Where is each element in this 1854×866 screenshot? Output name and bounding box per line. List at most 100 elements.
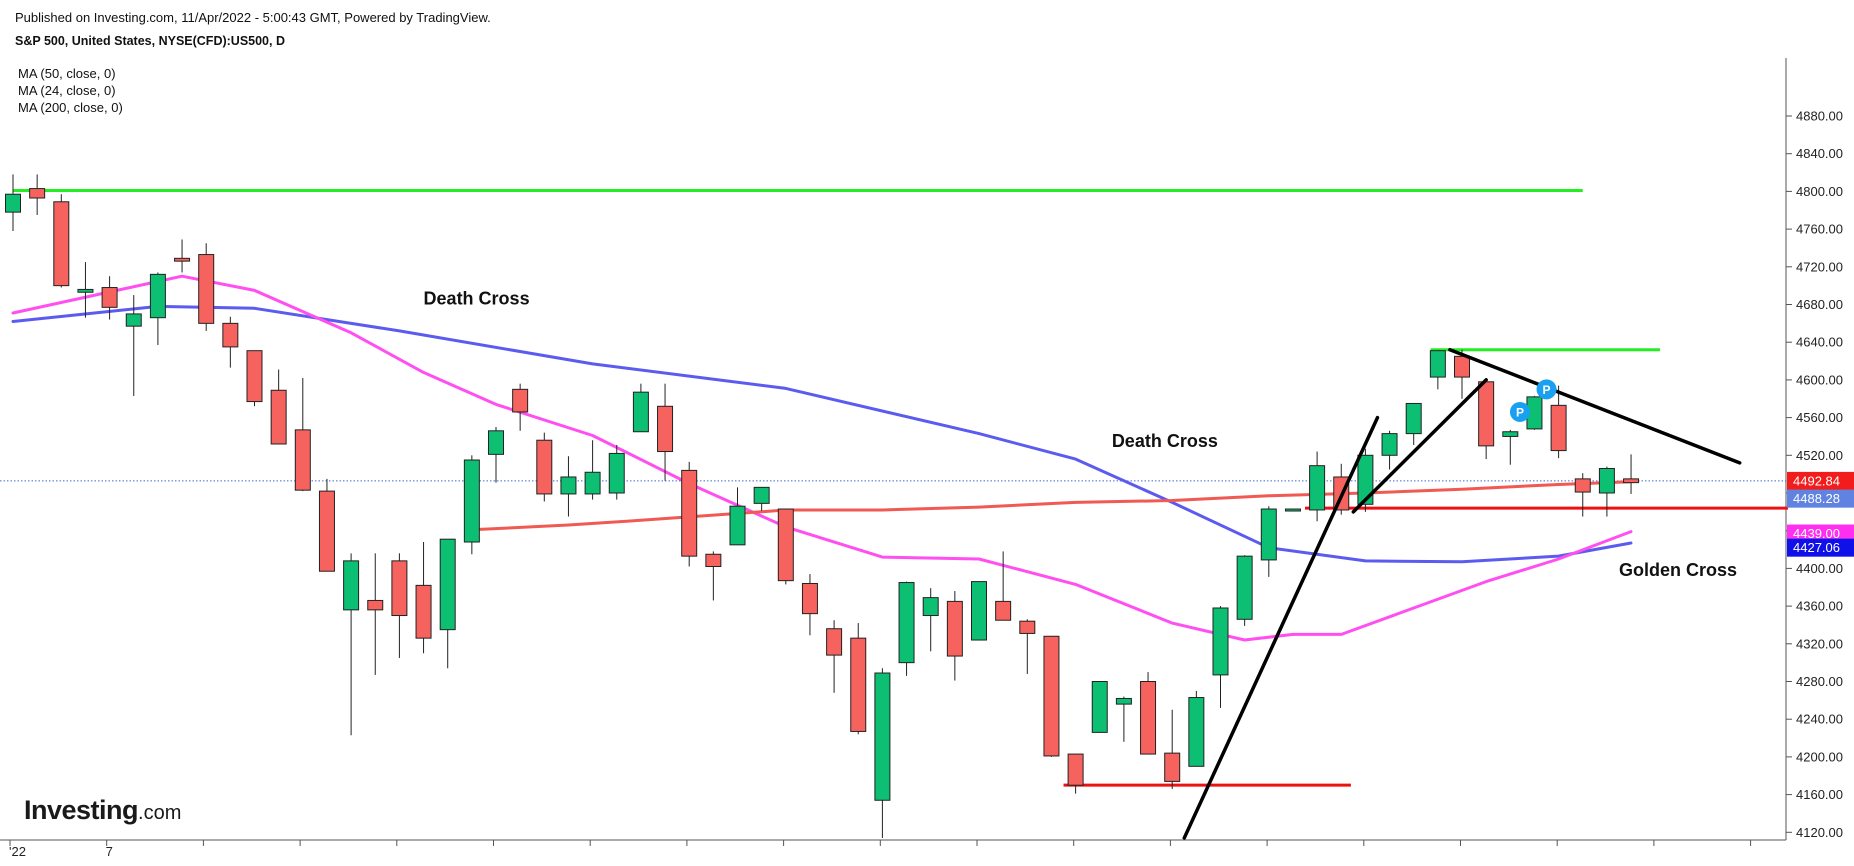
- candle-up: [1188, 690, 1205, 767]
- candle-body: [874, 672, 891, 801]
- y-tick-label: 4320.00: [1796, 636, 1843, 651]
- price-tag: 4488.28: [1787, 489, 1854, 508]
- pivot-badge: [1509, 401, 1530, 422]
- pivot-marker: P: [1509, 401, 1530, 422]
- publish-info: Published on Investing.com, 11/Apr/2022 …: [15, 10, 491, 25]
- trendlines: [1182, 347, 1742, 840]
- candle-body: [777, 508, 794, 582]
- candle-up: [874, 668, 891, 838]
- candle-down: [850, 623, 867, 735]
- candle-body: [1598, 467, 1615, 494]
- candle-body: [1067, 753, 1084, 786]
- y-tick-label: 4720.00: [1796, 259, 1843, 274]
- y-tick-label: 4360.00: [1796, 599, 1843, 614]
- moving-averages: [11, 274, 1633, 642]
- candle-down: [1550, 385, 1567, 459]
- candle-down: [1164, 709, 1181, 789]
- annotation-label: Death Cross: [1112, 431, 1218, 451]
- candle-up: [1212, 606, 1229, 708]
- candle-down: [174, 239, 191, 273]
- candle-down: [995, 551, 1012, 621]
- candle-body: [1188, 697, 1205, 767]
- candle-down: [29, 174, 46, 215]
- candle-body: [391, 560, 408, 617]
- candle-body: [1405, 402, 1422, 435]
- candle-body: [1550, 404, 1567, 452]
- candle-up: [439, 538, 456, 669]
- candle-down: [1454, 349, 1470, 399]
- pivot-label: P: [1516, 405, 1524, 419]
- logo-text: Investing: [24, 795, 139, 825]
- candle-body: [294, 429, 311, 491]
- candle-up: [488, 427, 504, 483]
- candle-up: [632, 383, 649, 433]
- candle-up: [5, 174, 21, 231]
- candle-down: [801, 574, 818, 636]
- y-tick-label: 4840.00: [1796, 146, 1843, 161]
- candle-up: [1115, 696, 1132, 742]
- candle-down: [1140, 672, 1157, 755]
- candle-body: [632, 391, 649, 433]
- candle-body: [922, 597, 939, 617]
- candle-down: [367, 553, 384, 675]
- annotation-label: Death Cross: [424, 289, 530, 309]
- investing-logo: Investing.com: [24, 795, 181, 826]
- candle-body: [174, 257, 191, 262]
- candle-body: [29, 188, 46, 199]
- candle-body: [1309, 465, 1326, 511]
- y-tick-label: 4600.00: [1796, 372, 1843, 387]
- candle-up: [1598, 466, 1615, 517]
- legend-ma50[interactable]: MA (50, close, 0): [18, 66, 116, 81]
- candle-up: [922, 588, 939, 652]
- candle-body: [343, 560, 360, 611]
- symbol-title[interactable]: S&P 500, United States, NYSE(CFD):US500,…: [15, 34, 285, 48]
- candle-down: [657, 383, 674, 481]
- candle-body: [657, 405, 674, 453]
- candle-body: [705, 553, 722, 568]
- candle-up: [77, 262, 94, 318]
- axis-layer: 4120.00 4160.00 4200.00 4240.00 4280.00 4320.…: [0, 58, 1843, 859]
- y-tick-label: 4760.00: [1796, 222, 1843, 237]
- candle-body: [1502, 431, 1519, 437]
- price-tag-label: 4439.00: [1793, 526, 1840, 541]
- price-tag-bg: [1787, 538, 1854, 557]
- price-tag-bg: [1787, 524, 1854, 543]
- candle-down: [1043, 635, 1060, 757]
- candle-body: [53, 201, 70, 287]
- price-tag-bg: [1787, 471, 1854, 490]
- candle-down: [705, 551, 722, 601]
- y-tick-label: 4800.00: [1796, 184, 1843, 199]
- candle-up: [1260, 506, 1277, 577]
- legend-ma24[interactable]: MA (24, close, 0): [18, 83, 116, 98]
- candle-body: [5, 193, 21, 213]
- pivot-marker: P: [1536, 379, 1557, 400]
- candle-body: [149, 273, 166, 319]
- legend-ma200[interactable]: MA (200, close, 0): [18, 100, 123, 115]
- x-tick-label: 7: [106, 844, 113, 859]
- candle-up: [1381, 430, 1398, 470]
- candle-body: [198, 254, 215, 324]
- candle-up: [560, 456, 577, 517]
- candle-body: [1236, 555, 1253, 620]
- candle-body: [318, 490, 335, 572]
- candle-body: [608, 452, 625, 494]
- candle-down: [1067, 753, 1084, 794]
- candle-down: [1574, 473, 1591, 517]
- candle-down: [391, 553, 408, 658]
- candle-body: [1454, 355, 1470, 378]
- candle-body: [463, 459, 480, 543]
- pivot-label: P: [1543, 383, 1551, 397]
- candle-down: [101, 276, 118, 320]
- candle-up: [1236, 555, 1253, 626]
- candle-down: [246, 350, 263, 407]
- candle-body: [270, 389, 287, 445]
- candle-body: [826, 628, 843, 656]
- y-tick-label: 4120.00: [1796, 825, 1843, 840]
- price-tag: 4427.06: [1787, 538, 1854, 557]
- y-tick-label: 4240.00: [1796, 712, 1843, 727]
- candle-body: [415, 584, 432, 639]
- candle-body: [1284, 508, 1301, 512]
- candle-up: [1502, 429, 1519, 465]
